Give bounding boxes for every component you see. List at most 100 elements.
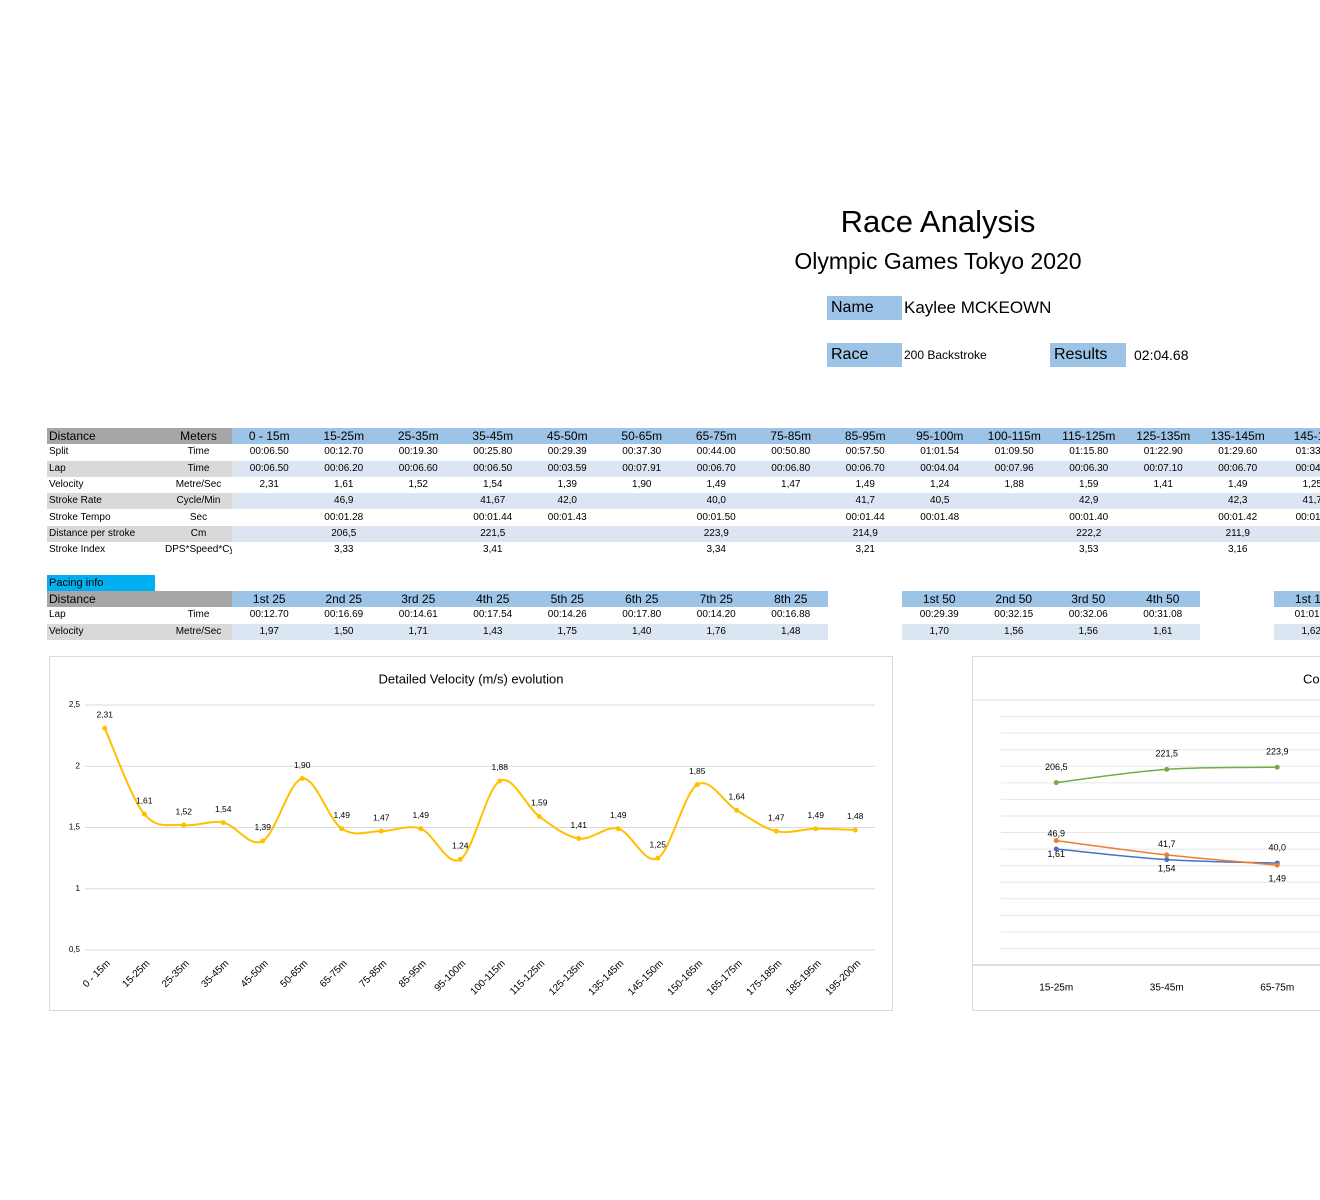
table-cell: 41,7 <box>1275 493 1320 510</box>
table-cell: 46,9 <box>306 493 381 510</box>
table-cell: 1,39 <box>530 476 605 493</box>
header-cell: 95-100m <box>902 428 977 444</box>
header-cell: 7th 25 <box>679 591 754 607</box>
table-cell: 1,48 <box>753 623 828 640</box>
data-point <box>734 807 740 813</box>
table-cell: 00:06.50 <box>232 444 307 461</box>
chart-panel <box>49 656 893 1011</box>
data-label: 1,49 <box>333 810 350 820</box>
table-cell: DPS*Speed*Cycle <box>165 542 232 559</box>
header-cell: 8th 25 <box>753 591 828 607</box>
table-cell: Split <box>47 444 165 461</box>
table-cell <box>530 542 605 559</box>
table-cell: 42,0 <box>530 493 605 510</box>
data-point <box>576 836 582 842</box>
table-cell <box>1126 493 1201 510</box>
header-cell: 35-45m <box>455 428 530 444</box>
table-cell: 00:14.26 <box>530 607 605 624</box>
table-cell: 01:01.5 <box>1274 607 1320 624</box>
table-cell: Metre/Sec <box>165 623 232 640</box>
table-cell: 41,7 <box>828 493 903 510</box>
table-cell: 1,52 <box>381 476 456 493</box>
table-cell: 01:01.54 <box>902 444 977 461</box>
header-cell: 25-35m <box>381 428 456 444</box>
table-cell: 01:33.0 <box>1275 444 1320 461</box>
table-cell: 41,67 <box>455 493 530 510</box>
data-point <box>378 828 384 834</box>
header-cell: 1st 50 <box>902 591 977 607</box>
table-cell: 211,9 <box>1200 525 1275 542</box>
data-point <box>813 826 819 832</box>
table-cell: 01:29.60 <box>1200 444 1275 461</box>
table-cell: 00:01.50 <box>679 509 754 526</box>
header-cell: 50-65m <box>604 428 679 444</box>
table-cell: 00:44.00 <box>679 444 754 461</box>
data-label: 46,9 <box>1047 828 1065 838</box>
data-label: 1,47 <box>373 812 390 822</box>
table-cell: 1,97 <box>232 623 307 640</box>
header-cell: 145-15 <box>1275 428 1320 444</box>
data-point <box>457 856 463 862</box>
table-cell: 00:06.60 <box>381 460 456 477</box>
table-cell: Metre/Sec <box>165 476 232 493</box>
header-cell: 65-75m <box>679 428 754 444</box>
table-cell <box>1126 542 1201 559</box>
table-cell: 00:06.70 <box>1200 460 1275 477</box>
table-cell: 3,53 <box>1051 542 1126 559</box>
table-cell: 1,59 <box>1051 476 1126 493</box>
table-cell: 00:03.59 <box>530 460 605 477</box>
data-label: 1,61 <box>136 795 153 805</box>
table-cell: 1,76 <box>679 623 754 640</box>
header-cell: Distance <box>47 428 165 444</box>
data-point <box>260 838 266 844</box>
table-cell: 1,56 <box>976 623 1051 640</box>
table-cell: 1,49 <box>1200 476 1275 493</box>
data-label: 1,88 <box>491 762 508 772</box>
table-cell: 00:04.04 <box>902 460 977 477</box>
data-label: 1,59 <box>531 798 548 808</box>
data-label: 1,48 <box>847 811 864 821</box>
race-event: 200 Backstroke <box>904 348 987 362</box>
data-label: 1,85 <box>689 766 706 776</box>
header-cell: 100-115m <box>977 428 1052 444</box>
header-cell: 0 - 15m <box>232 428 307 444</box>
data-label: 1,24 <box>452 841 469 851</box>
data-label: 1,54 <box>1158 863 1176 873</box>
table-cell: Stroke Index <box>47 542 165 559</box>
table-cell: Time <box>165 444 232 461</box>
table-cell: 1,49 <box>828 476 903 493</box>
table-cell: 3,16 <box>1200 542 1275 559</box>
table-cell: 00:12.70 <box>232 607 307 624</box>
data-label: 1,41 <box>570 820 587 830</box>
data-label: 223,9 <box>1266 747 1289 757</box>
data-point <box>299 776 305 781</box>
table-cell: 00:07.10 <box>1126 460 1201 477</box>
table-cell <box>604 509 679 526</box>
table-cell: 00:06.70 <box>828 460 903 477</box>
table-cell: 1,61 <box>306 476 381 493</box>
table-cell: 1,54 <box>455 476 530 493</box>
table-cell: 223,9 <box>679 525 754 542</box>
table-cell: 1,50 <box>306 623 381 640</box>
name-label: Name <box>827 296 902 320</box>
table-cell: 40,5 <box>902 493 977 510</box>
results-label: Results <box>1050 343 1126 367</box>
table-cell: 3,21 <box>828 542 903 559</box>
table-cell <box>1275 542 1320 559</box>
table-cell: 1,47 <box>753 476 828 493</box>
table-cell <box>977 509 1052 526</box>
table-cell: 1,70 <box>902 623 977 640</box>
chart-panel <box>972 656 1320 1011</box>
table-cell: 1,71 <box>381 623 456 640</box>
table-cell <box>753 525 828 542</box>
table-cell: 1,75 <box>530 623 605 640</box>
data-label: 1,49 <box>610 810 627 820</box>
table-cell <box>604 493 679 510</box>
data-point <box>1274 862 1280 868</box>
data-point <box>339 826 345 832</box>
header-cell <box>165 591 232 607</box>
table-cell: 01:15.80 <box>1051 444 1126 461</box>
table-cell: 1,41 <box>1126 476 1201 493</box>
